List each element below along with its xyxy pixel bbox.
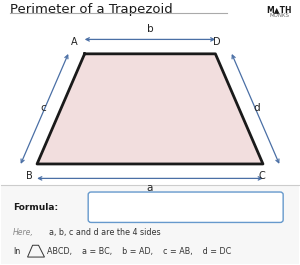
Text: a: a bbox=[147, 183, 153, 193]
Text: Formula:: Formula: bbox=[13, 203, 58, 212]
Text: b: b bbox=[147, 24, 153, 34]
Polygon shape bbox=[37, 54, 263, 164]
Text: Perimeter of a Trapezoid: Perimeter of a Trapezoid bbox=[10, 3, 173, 16]
Text: D: D bbox=[213, 37, 221, 47]
Text: a, b, c and d are the 4 sides: a, b, c and d are the 4 sides bbox=[49, 228, 160, 237]
Text: C: C bbox=[258, 171, 265, 181]
Text: Here,: Here, bbox=[13, 228, 34, 237]
FancyBboxPatch shape bbox=[88, 192, 283, 222]
Text: B: B bbox=[26, 171, 33, 181]
Text: Perimeter (P) = a + b + c + d: Perimeter (P) = a + b + c + d bbox=[111, 203, 260, 212]
Text: In: In bbox=[13, 247, 20, 256]
FancyBboxPatch shape bbox=[2, 185, 298, 264]
Text: MONKS: MONKS bbox=[269, 13, 289, 18]
Text: A: A bbox=[71, 37, 77, 47]
Text: M▲TH: M▲TH bbox=[266, 5, 292, 14]
Text: ABCD,    a = BC,    b = AD,    c = AB,    d = DC: ABCD, a = BC, b = AD, c = AB, d = DC bbox=[47, 247, 232, 256]
Text: d: d bbox=[254, 103, 260, 113]
Text: c: c bbox=[40, 103, 46, 113]
